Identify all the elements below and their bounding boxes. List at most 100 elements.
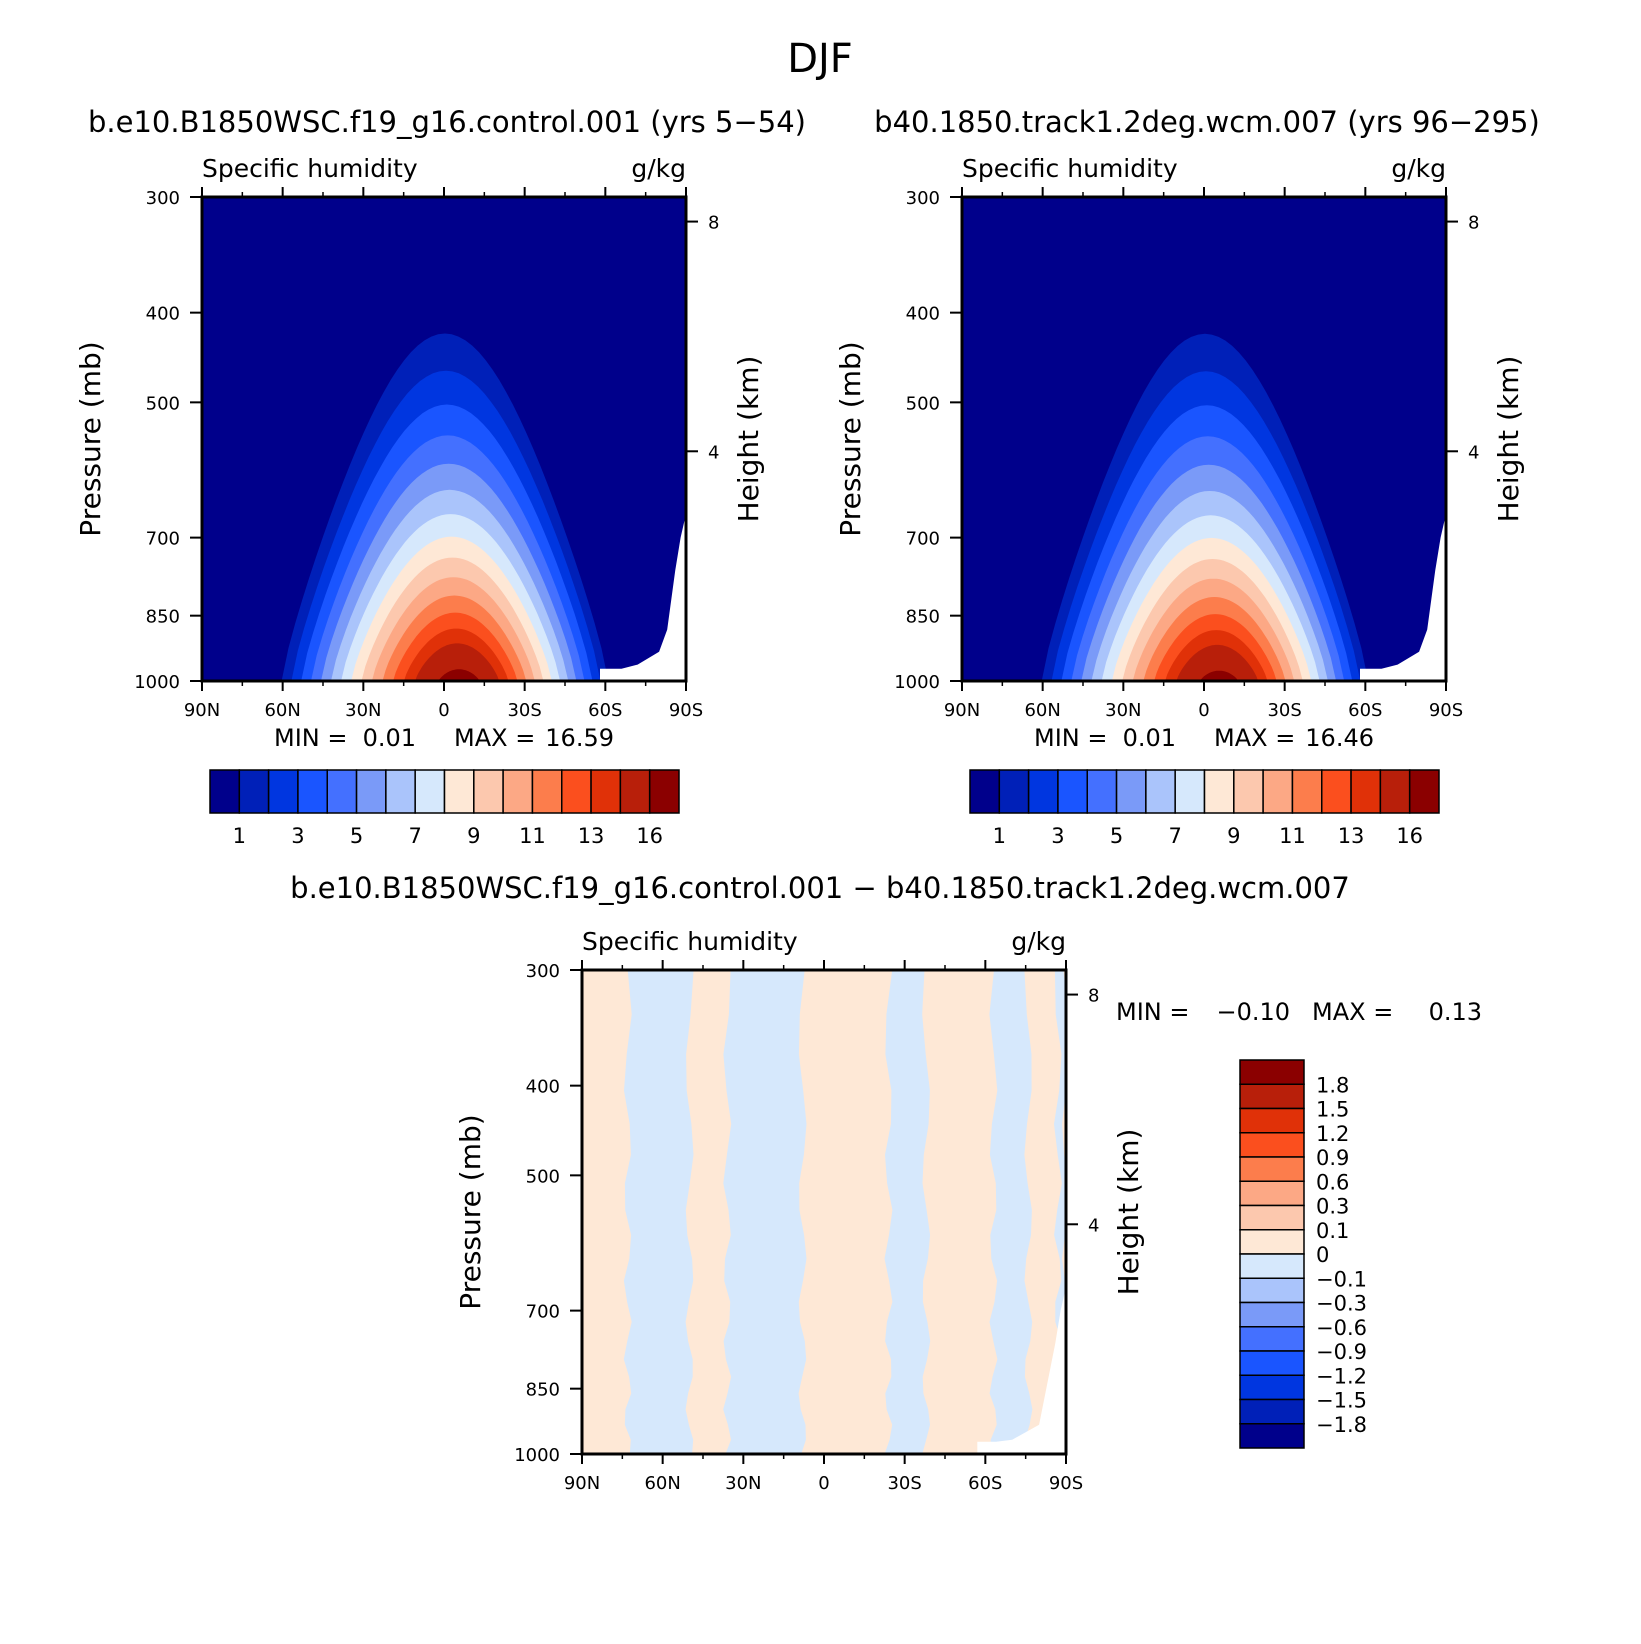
colorbar-swatch	[1239, 1204, 1305, 1231]
panel-3: Specific humidity g/kg 90N 60N 30N 0 30S 60S 90S…	[454, 927, 1482, 1494]
colorbar-label: −0.1	[1316, 1267, 1367, 1291]
contour-level-16	[438, 669, 480, 681]
colorbar-label: 3	[291, 824, 304, 848]
colorbar-swatch	[1291, 769, 1323, 814]
colorbar-label: 3	[1051, 824, 1064, 848]
x-tick-label: 0	[1198, 700, 1209, 721]
colorbar-swatch	[1239, 1301, 1305, 1328]
colorbar-label: −0.9	[1316, 1340, 1367, 1364]
colorbar-swatch	[1239, 1083, 1305, 1110]
panel-title: b40.1850.track1.2deg.wcm.007 (yrs 96−295…	[874, 105, 1540, 139]
negative-anomaly-band	[884, 970, 931, 1454]
colorbar-swatch	[1239, 1374, 1305, 1401]
colorbar-label: −1.5	[1316, 1389, 1367, 1413]
max-value: 16.59	[545, 724, 614, 752]
y-right-axis-label: Height (km)	[1112, 1129, 1145, 1296]
colorbar-swatch	[414, 769, 446, 814]
colorbar-label: 16	[636, 824, 663, 848]
colorbar: 1 3 5 7 9 11 13 16	[969, 769, 1440, 848]
y-tick-label: 850	[526, 1380, 560, 1401]
colorbar-label: 0	[1316, 1243, 1329, 1267]
units-label: g/kg	[1391, 154, 1446, 183]
plot-area	[582, 970, 1066, 1454]
colorbar-label: 1.5	[1316, 1098, 1349, 1122]
colorbar-swatch	[561, 769, 592, 814]
panel-1: b.e10.B1850WSC.f19_g16.control.001 (yrs …	[74, 105, 806, 848]
colorbar-label: 1	[233, 824, 246, 848]
x-tick-label: 60S	[588, 700, 622, 721]
colorbar-label: 11	[1279, 824, 1306, 848]
colorbar-label: 9	[1227, 824, 1240, 848]
colorbar-swatch	[1408, 769, 1440, 814]
colorbar-label: 0.1	[1316, 1219, 1349, 1243]
colorbar-label: 1	[993, 824, 1006, 848]
colorbar-label: 7	[1169, 824, 1182, 848]
y-tick-label: 300	[526, 961, 560, 982]
colorbar-swatch	[1321, 769, 1352, 814]
max-value: 16.46	[1305, 724, 1374, 752]
x-tick-label: 60N	[264, 700, 300, 721]
colorbar-swatch	[1115, 769, 1147, 814]
colorbar-swatch	[1239, 1229, 1305, 1255]
colorbar-swatch	[355, 769, 387, 814]
colorbar-label: 1.2	[1316, 1122, 1349, 1146]
y-tick-label: 500	[526, 1166, 560, 1187]
negative-anomaly-band	[989, 970, 1033, 1454]
colorbar-swatch	[1239, 1107, 1305, 1134]
y-tick-label: 500	[146, 393, 180, 414]
colorbar-swatch	[1145, 769, 1176, 814]
colorbar-swatch	[267, 769, 299, 814]
y-axis-label: Pressure (mb)	[834, 341, 867, 536]
colorbar-swatch	[443, 769, 475, 814]
colorbar-swatch	[1379, 769, 1411, 814]
y-tick-label: 300	[146, 188, 180, 209]
colorbar-label: −1.2	[1316, 1364, 1367, 1388]
contour-level-14	[415, 643, 500, 681]
missing-data-region	[1360, 514, 1446, 681]
colorbar-swatch	[1262, 769, 1294, 814]
contour-level-16	[1200, 670, 1239, 681]
colorbar-swatch	[969, 769, 1001, 814]
negative-anomaly-band	[723, 970, 807, 1454]
colorbar-swatch	[590, 769, 622, 814]
y-tick-label: 700	[526, 1302, 560, 1323]
y-right-tick-label: 4	[1468, 442, 1479, 463]
y-tick-label: 700	[906, 529, 940, 550]
y-axis-label: Pressure (mb)	[74, 341, 107, 536]
missing-data-region	[977, 1287, 1066, 1454]
negative-anomaly-band	[623, 970, 694, 1454]
colorbar-label: 1.8	[1316, 1073, 1349, 1097]
colorbar-swatch	[209, 769, 241, 814]
x-tick-label: 90S	[1429, 700, 1463, 721]
x-tick-label: 30S	[887, 1473, 921, 1494]
colorbar-swatch	[1239, 1132, 1305, 1158]
colorbar-swatch	[297, 769, 328, 814]
colorbar-swatch	[1239, 1423, 1305, 1449]
colorbar-label: 13	[578, 824, 605, 848]
y-axis-label: Pressure (mb)	[454, 1114, 487, 1309]
figure-title: DJF	[787, 36, 853, 82]
x-tick-label: 60S	[1348, 700, 1382, 721]
colorbar-label: −0.3	[1316, 1292, 1367, 1316]
colorbar-label: 0.3	[1316, 1195, 1349, 1219]
units-label: g/kg	[1011, 927, 1066, 956]
y-tick-label: 1000	[134, 672, 180, 693]
panel-2: b40.1850.track1.2deg.wcm.007 (yrs 96−295…	[834, 105, 1540, 848]
x-tick-label: 60N	[1024, 700, 1060, 721]
colorbar-swatch	[998, 769, 1030, 814]
x-tick-label: 0	[438, 700, 449, 721]
y-right-tick-label: 8	[1088, 986, 1099, 1007]
colorbar: 1.81.51.20.90.60.30.10−0.1−0.3−0.6−0.9−1…	[1239, 1059, 1367, 1449]
colorbar-label: 11	[519, 824, 546, 848]
colorbar-swatch	[531, 769, 563, 814]
colorbar-swatch	[1239, 1059, 1305, 1085]
colorbar-swatch	[648, 769, 680, 814]
colorbar-swatch	[1239, 1277, 1305, 1304]
colorbar-swatch	[1239, 1326, 1305, 1352]
colorbar-swatch	[619, 769, 651, 814]
y-tick-label: 300	[906, 188, 940, 209]
x-tick-label: 90S	[1049, 1473, 1083, 1494]
colorbar-label: 13	[1338, 824, 1365, 848]
max-label: MAX =	[1312, 998, 1393, 1026]
